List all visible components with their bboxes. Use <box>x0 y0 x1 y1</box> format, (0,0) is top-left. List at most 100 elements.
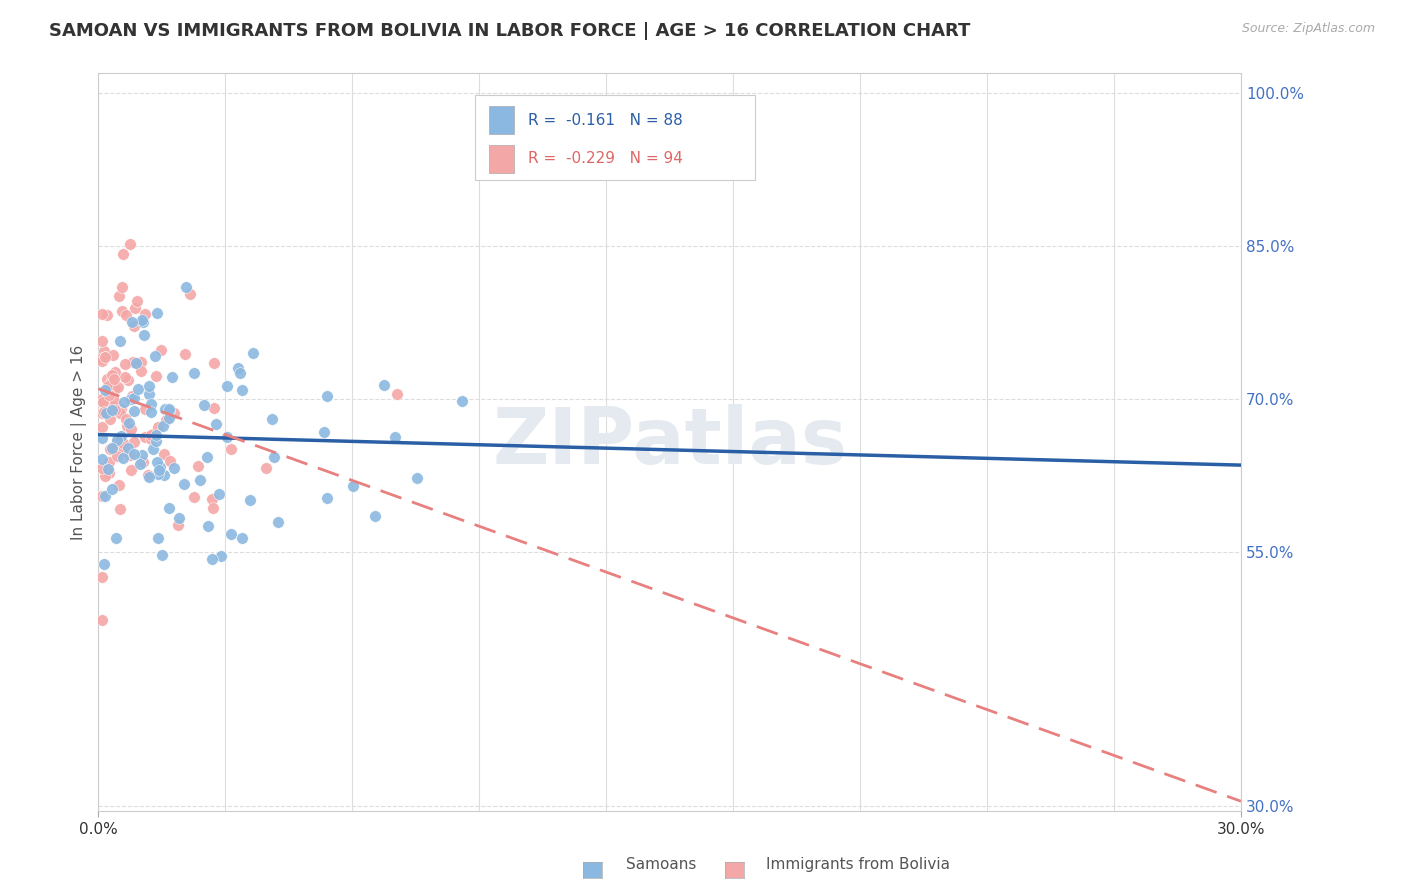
Point <box>195 450 218 465</box>
Point <box>316 389 339 403</box>
Point <box>93 351 115 365</box>
Point <box>112 442 135 456</box>
Point <box>100 483 122 497</box>
Text: ZIPatlas: ZIPatlas <box>492 404 848 480</box>
Point <box>202 401 225 416</box>
Point <box>363 509 385 524</box>
Point <box>157 410 180 425</box>
Point <box>132 327 155 342</box>
Point <box>263 450 285 465</box>
Point <box>122 435 145 450</box>
Point <box>157 500 180 515</box>
Point <box>105 449 128 463</box>
Point <box>118 417 141 431</box>
Point <box>142 442 165 456</box>
Text: Samoans: Samoans <box>626 857 696 872</box>
Text: R =  -0.229   N = 94: R = -0.229 N = 94 <box>529 151 683 166</box>
Point <box>94 406 117 420</box>
Point <box>132 455 155 469</box>
Point <box>112 435 135 450</box>
Point <box>201 552 224 566</box>
Point <box>183 490 205 504</box>
Point <box>146 306 169 320</box>
Point <box>91 613 114 627</box>
Point <box>91 351 114 366</box>
Point <box>450 393 472 408</box>
Point <box>226 361 249 376</box>
Point <box>96 372 118 386</box>
Point <box>342 479 364 493</box>
Point <box>153 401 176 416</box>
Point <box>131 315 153 329</box>
Point <box>162 406 184 420</box>
Point <box>108 478 131 492</box>
Point <box>188 473 211 487</box>
Point <box>129 355 152 369</box>
Point <box>117 373 139 387</box>
Point <box>93 405 115 419</box>
Point <box>94 489 117 503</box>
Point <box>215 379 238 393</box>
Point <box>134 401 156 416</box>
Point <box>101 403 124 417</box>
Point <box>267 515 290 529</box>
Point <box>242 346 264 360</box>
Point <box>104 531 127 545</box>
Point <box>174 280 197 294</box>
Point <box>114 369 136 384</box>
Point <box>121 388 143 402</box>
Point <box>91 431 114 445</box>
Point <box>115 418 138 433</box>
Point <box>91 420 114 434</box>
Point <box>101 348 124 362</box>
Point <box>108 501 131 516</box>
Point <box>125 356 148 370</box>
FancyBboxPatch shape <box>475 95 755 180</box>
Point <box>142 426 165 441</box>
Point <box>145 369 167 384</box>
Point <box>138 470 160 484</box>
Point <box>91 307 114 321</box>
Point <box>91 451 114 466</box>
Point <box>138 386 160 401</box>
Point <box>91 395 114 409</box>
Point <box>112 395 135 409</box>
Point <box>231 383 253 397</box>
Point <box>114 412 136 426</box>
Point <box>139 432 162 446</box>
Point <box>101 368 124 382</box>
Point <box>91 334 114 349</box>
Point <box>91 354 114 368</box>
Point <box>108 334 131 348</box>
Point <box>105 433 128 447</box>
Point <box>111 304 134 318</box>
Point <box>108 406 131 420</box>
Point <box>157 403 180 417</box>
Point <box>143 349 166 363</box>
Point <box>229 367 252 381</box>
Point <box>139 428 162 442</box>
Y-axis label: In Labor Force | Age > 16: In Labor Force | Age > 16 <box>72 344 87 540</box>
Point <box>152 418 174 433</box>
Point <box>145 427 167 442</box>
Point <box>160 370 183 384</box>
Point <box>120 392 142 406</box>
Point <box>384 430 406 444</box>
Point <box>208 487 231 501</box>
Point <box>122 447 145 461</box>
Point <box>118 448 141 462</box>
Point <box>217 430 239 444</box>
Point <box>121 354 143 368</box>
Point <box>131 313 153 327</box>
Point <box>239 493 262 508</box>
Point <box>122 319 145 334</box>
Point <box>166 518 188 533</box>
Point <box>94 350 117 364</box>
Point <box>187 458 209 473</box>
Point <box>97 387 120 401</box>
Point <box>138 378 160 392</box>
Point <box>231 531 253 545</box>
Point <box>163 460 186 475</box>
Point <box>117 442 139 456</box>
Point <box>155 413 177 427</box>
